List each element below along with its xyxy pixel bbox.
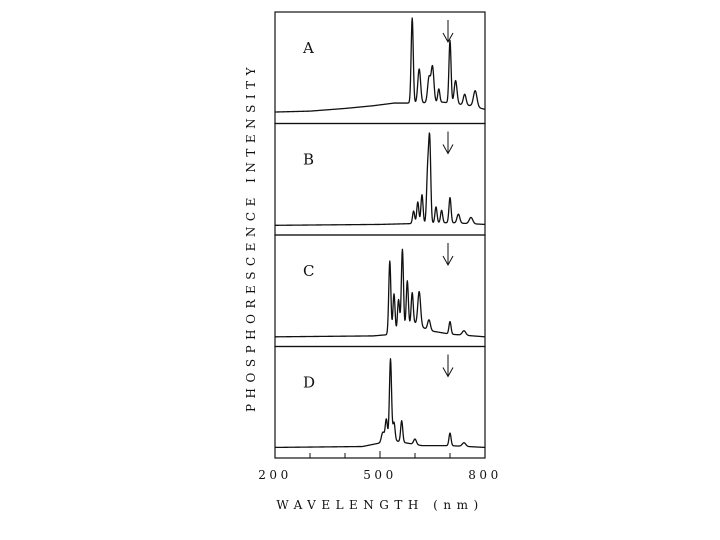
spectrum-line	[274, 248, 486, 338]
x-tick-label: 500	[363, 468, 396, 482]
panel-frame	[274, 234, 486, 348]
arrow-marker	[442, 131, 454, 155]
panel-c: C	[274, 234, 486, 348]
spectrum-line	[274, 132, 486, 226]
spectrum-line	[274, 17, 486, 113]
panel-label: C	[303, 262, 314, 280]
panel-frame	[274, 11, 486, 125]
x-tick-label: 800	[468, 468, 501, 482]
x-axis-label: WAVELENGTH (nm)	[276, 498, 483, 512]
arrow-marker	[442, 354, 454, 378]
arrow-marker	[442, 20, 454, 44]
spectrum-line	[274, 358, 486, 449]
panel-frame	[274, 122, 486, 236]
panel-b: B	[274, 122, 486, 236]
panel-d: D	[274, 345, 486, 459]
panel-stack: A B C D	[274, 11, 486, 459]
x-axis: 200 500 800	[258, 451, 501, 482]
panel-a: A	[274, 11, 486, 125]
x-tick-label: 200	[258, 468, 291, 482]
arrow-marker	[442, 243, 454, 267]
panel-label: B	[303, 151, 314, 169]
y-axis-label: PHOSPHORESCENCE INTENSITY	[244, 62, 258, 412]
panel-label: A	[302, 39, 314, 57]
panel-label: D	[303, 374, 315, 392]
